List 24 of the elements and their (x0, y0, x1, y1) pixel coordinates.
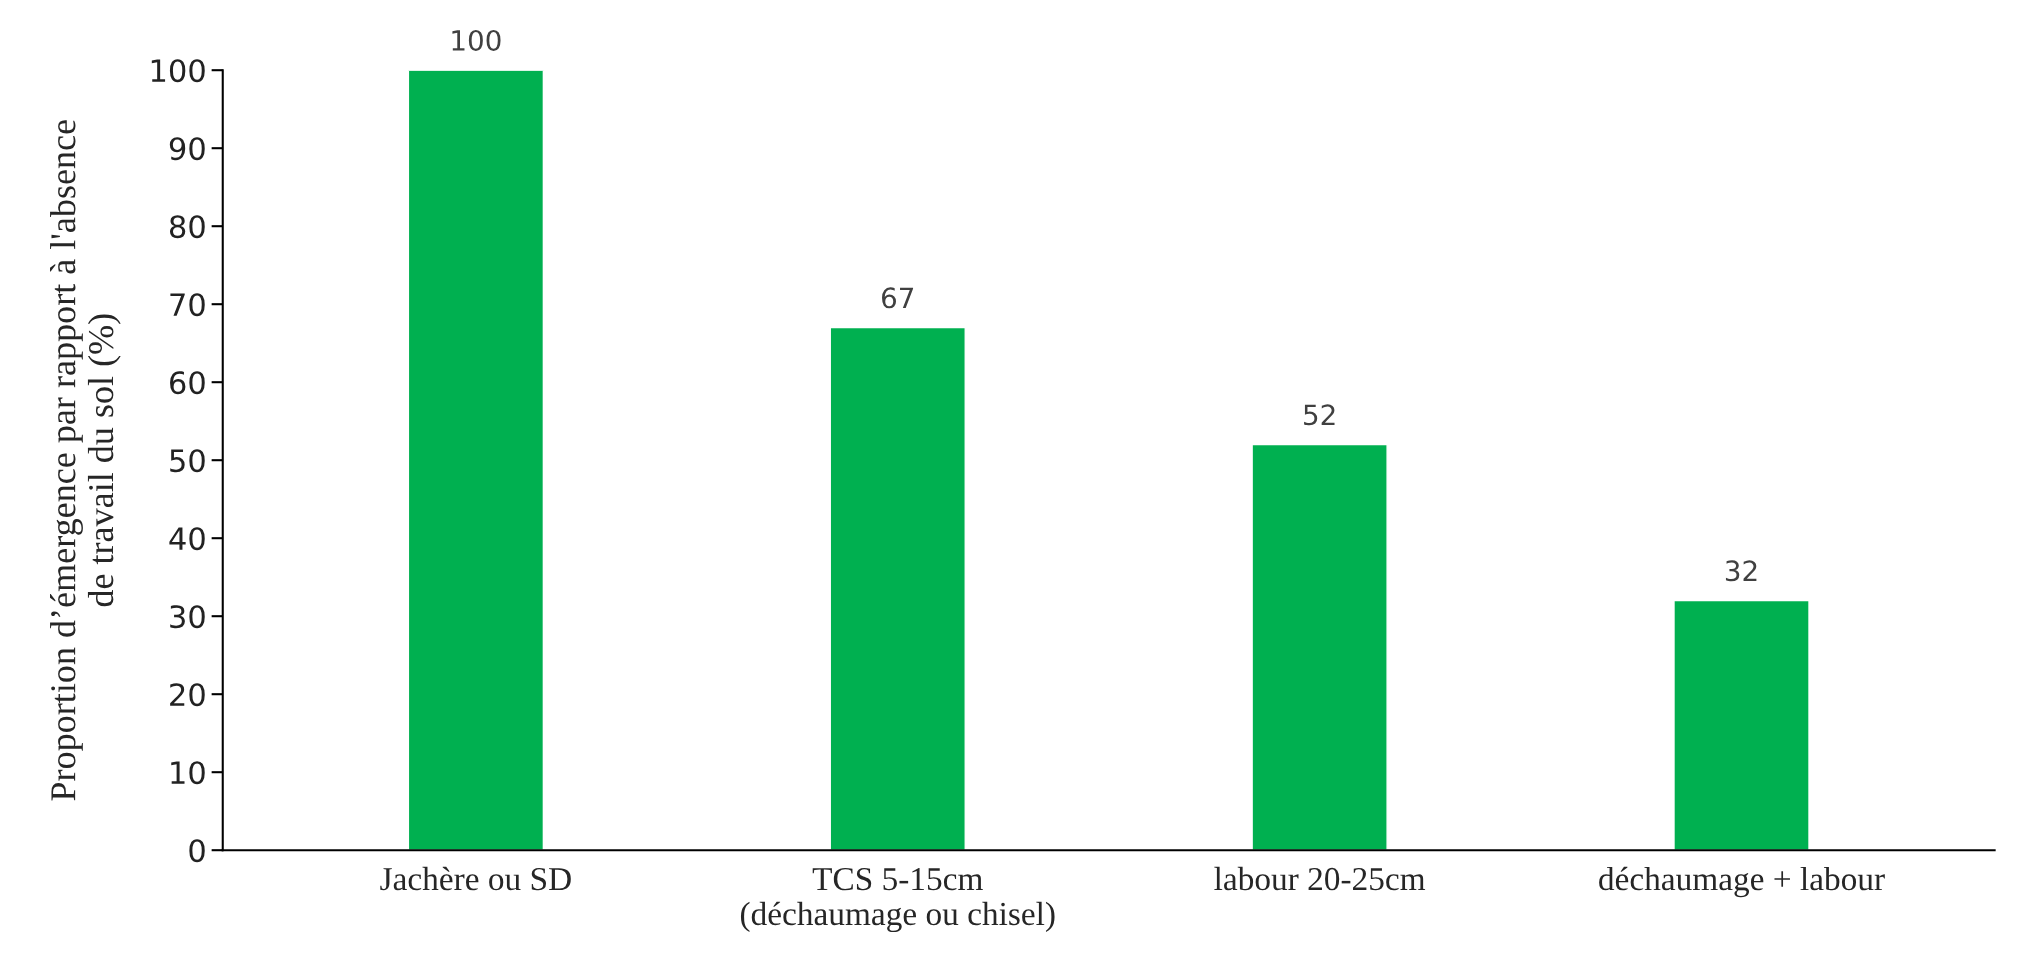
data-label: 52 (1304, 404, 1335, 426)
y-tick-label: 60 (170, 371, 205, 395)
data-label: 32 (1725, 560, 1757, 582)
y-tick-label: 10 (171, 761, 205, 785)
bar (407, 70, 545, 851)
data-label: 100 (452, 29, 501, 51)
y-tick-label: 30 (170, 605, 205, 629)
y-tick-label: 40 (169, 527, 205, 551)
y-tick-label: 50 (170, 449, 205, 473)
y-tick-label: 80 (169, 215, 205, 239)
x-tick-label: déchaumage + labour (1599, 866, 1885, 898)
y-tick-label: 20 (170, 683, 205, 707)
bar (829, 326, 966, 851)
y-axis-title: Proportion d’émergence par rapport à l'absence de travail du sol (%) (50, 120, 121, 801)
x-tick-label: labour 20-25cm (1214, 866, 1426, 891)
y-tick-label: 100 (151, 59, 205, 83)
data-label: 67 (882, 287, 914, 309)
bar (1673, 599, 1810, 851)
y-tick-label: 0 (189, 839, 205, 863)
bar (1251, 443, 1388, 851)
y-tick-label: 70 (170, 293, 205, 317)
y-tick-label: 90 (169, 137, 205, 161)
x-tick-label: TCS 5-15cm (déchaumage ou chisel) (740, 867, 1055, 933)
x-tick-label: Jachère ou SD (380, 866, 571, 891)
